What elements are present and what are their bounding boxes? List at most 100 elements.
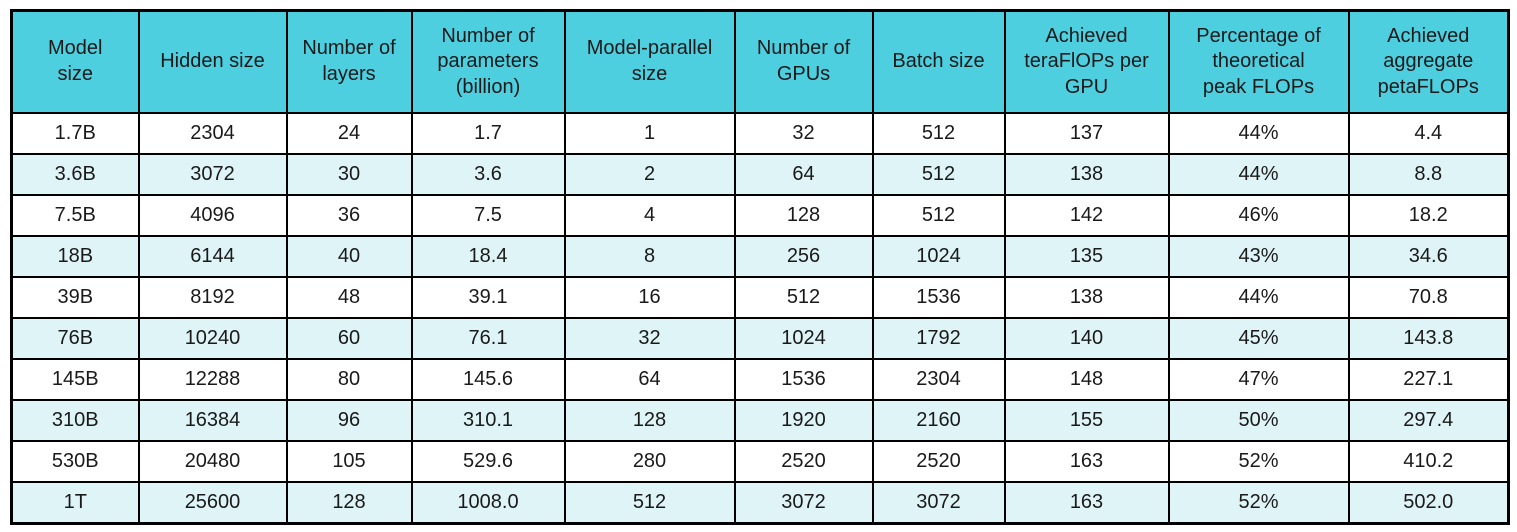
table-cell: 34.6: [1347, 235, 1510, 278]
table-cell: 7.5B: [10, 194, 140, 237]
table-cell: 530B: [10, 440, 140, 483]
table-cell: 40: [285, 235, 413, 278]
table-cell: 20480: [137, 440, 288, 483]
table-row: 76B 10240 60 76.1 32 1024 1792 140 45% 143.8: [10, 317, 1510, 360]
table-cell: 52%: [1167, 481, 1350, 525]
table-cell: 163: [1003, 481, 1170, 525]
column-header-num-gpus: Number of GPUs: [733, 9, 874, 114]
table-cell: 3.6: [410, 153, 566, 196]
table-cell: 280: [563, 440, 736, 483]
table-cell: 227.1: [1347, 358, 1510, 401]
table-cell: 76.1: [410, 317, 566, 360]
table-cell: 60: [285, 317, 413, 360]
table-cell: 2304: [137, 112, 288, 155]
header-row: Model size Hidden size Number of layers …: [10, 9, 1510, 114]
table-cell: 36: [285, 194, 413, 237]
table-cell: 1.7B: [10, 112, 140, 155]
table-row: 530B 20480 105 529.6 280 2520 2520 163 52% 410.2: [10, 440, 1510, 483]
table-cell: 64: [563, 358, 736, 401]
table-cell: 76B: [10, 317, 140, 360]
table-row: 310B 16384 96 310.1 128 1920 2160 155 50% 297.4: [10, 399, 1510, 442]
table-header: Model size Hidden size Number of layers …: [10, 9, 1510, 114]
table-cell: 39.1: [410, 276, 566, 319]
table-cell: 32: [733, 112, 874, 155]
table-cell: 8: [563, 235, 736, 278]
table-cell: 4.4: [1347, 112, 1510, 155]
column-header-peak-flops-pct: Percentage of theoretical peak FLOPs: [1167, 9, 1350, 114]
table-cell: 310.1: [410, 399, 566, 442]
table-cell: 138: [1003, 276, 1170, 319]
table-cell: 140: [1003, 317, 1170, 360]
table-cell: 44%: [1167, 153, 1350, 196]
table-cell: 16: [563, 276, 736, 319]
table-cell: 410.2: [1347, 440, 1510, 483]
table-body: 1.7B 2304 24 1.7 1 32 512 137 44% 4.4 3.6B 3072 30 3.…: [10, 112, 1510, 525]
model-scaling-table: Model size Hidden size Number of layers …: [10, 9, 1510, 525]
table-cell: 512: [563, 481, 736, 525]
table-cell: 25600: [137, 481, 288, 525]
table-cell: 143.8: [1347, 317, 1510, 360]
table-cell: 3.6B: [10, 153, 140, 196]
table-cell: 48: [285, 276, 413, 319]
table-cell: 18B: [10, 235, 140, 278]
table-cell: 137: [1003, 112, 1170, 155]
table-cell: 96: [285, 399, 413, 442]
table-cell: 44%: [1167, 276, 1350, 319]
table-cell: 1.7: [410, 112, 566, 155]
column-header-model-size: Model size: [10, 9, 140, 114]
table-cell: 1024: [871, 235, 1006, 278]
table-cell: 32: [563, 317, 736, 360]
table-cell: 44%: [1167, 112, 1350, 155]
table-cell: 512: [871, 153, 1006, 196]
table-cell: 2520: [733, 440, 874, 483]
table-cell: 70.8: [1347, 276, 1510, 319]
table-cell: 7.5: [410, 194, 566, 237]
table-row: 1T 25600 128 1008.0 512 3072 3072 163 52% 502.0: [10, 481, 1510, 525]
table-cell: 1: [563, 112, 736, 155]
table-cell: 3072: [733, 481, 874, 525]
table-cell: 105: [285, 440, 413, 483]
table-cell: 135: [1003, 235, 1170, 278]
table-cell: 47%: [1167, 358, 1350, 401]
table-cell: 1024: [733, 317, 874, 360]
table-cell: 80: [285, 358, 413, 401]
table-row: 18B 6144 40 18.4 8 256 1024 135 43% 34.6: [10, 235, 1510, 278]
table-cell: 39B: [10, 276, 140, 319]
table-cell: 4096: [137, 194, 288, 237]
table-row: 145B 12288 80 145.6 64 1536 2304 148 47% 227.1: [10, 358, 1510, 401]
table-row: 3.6B 3072 30 3.6 2 64 512 138 44% 8.8: [10, 153, 1510, 196]
table-cell: 8.8: [1347, 153, 1510, 196]
column-header-num-layers: Number of layers: [285, 9, 413, 114]
table-cell: 24: [285, 112, 413, 155]
table-cell: 512: [871, 194, 1006, 237]
table-cell: 155: [1003, 399, 1170, 442]
table-cell: 256: [733, 235, 874, 278]
table-cell: 1920: [733, 399, 874, 442]
table-cell: 297.4: [1347, 399, 1510, 442]
column-header-num-parameters: Number of parameters (billion): [410, 9, 566, 114]
table-cell: 6144: [137, 235, 288, 278]
table-cell: 502.0: [1347, 481, 1510, 525]
table-cell: 12288: [137, 358, 288, 401]
table-cell: 16384: [137, 399, 288, 442]
table-cell: 10240: [137, 317, 288, 360]
table-cell: 46%: [1167, 194, 1350, 237]
table-cell: 3072: [137, 153, 288, 196]
column-header-batch-size: Batch size: [871, 9, 1006, 114]
table-cell: 2520: [871, 440, 1006, 483]
table-cell: 148: [1003, 358, 1170, 401]
table-cell: 52%: [1167, 440, 1350, 483]
table-cell: 145.6: [410, 358, 566, 401]
table-cell: 310B: [10, 399, 140, 442]
table-cell: 163: [1003, 440, 1170, 483]
table-cell: 30: [285, 153, 413, 196]
table-row: 1.7B 2304 24 1.7 1 32 512 137 44% 4.4: [10, 112, 1510, 155]
table-cell: 3072: [871, 481, 1006, 525]
table-row: 39B 8192 48 39.1 16 512 1536 138 44% 70.8: [10, 276, 1510, 319]
table-cell: 1536: [733, 358, 874, 401]
table-cell: 145B: [10, 358, 140, 401]
table-cell: 529.6: [410, 440, 566, 483]
table-cell: 2160: [871, 399, 1006, 442]
table-cell: 512: [733, 276, 874, 319]
